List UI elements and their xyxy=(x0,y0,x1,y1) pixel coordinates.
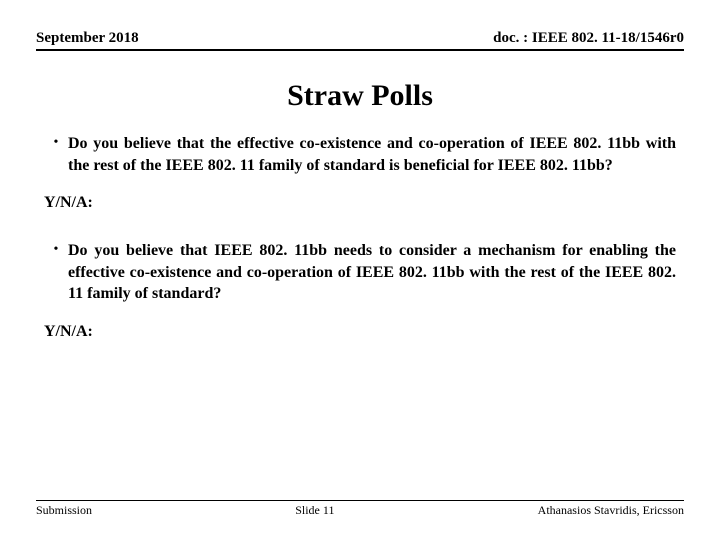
poll-question-1: Do you believe that the effective co-exi… xyxy=(68,133,676,176)
footer: Submission Slide 11 Athanasios Stavridis… xyxy=(36,500,684,518)
poll-question-2: Do you believe that IEEE 802. 11bb needs… xyxy=(68,240,676,305)
bullet-icon: • xyxy=(44,240,68,305)
header-doc-number: doc. : IEEE 802. 11-18/1546r0 xyxy=(493,30,684,47)
content-area: • Do you believe that the effective co-e… xyxy=(36,133,684,341)
bullet-icon: • xyxy=(44,133,68,176)
footer-row: Submission Slide 11 Athanasios Stavridis… xyxy=(36,503,684,518)
footer-rule xyxy=(36,500,684,501)
poll-response-1: Y/N/A: xyxy=(44,194,676,212)
footer-author: Athanasios Stavridis, Ericsson xyxy=(538,503,684,518)
footer-slide-number: Slide 11 xyxy=(295,503,334,518)
poll-item: • Do you believe that IEEE 802. 11bb nee… xyxy=(44,240,676,305)
page-title: Straw Polls xyxy=(36,79,684,113)
poll-response-2: Y/N/A: xyxy=(44,323,676,341)
poll-item: • Do you believe that the effective co-e… xyxy=(44,133,676,176)
footer-left: Submission xyxy=(36,503,92,518)
header-bar: September 2018 doc. : IEEE 802. 11-18/15… xyxy=(36,30,684,51)
header-date: September 2018 xyxy=(36,30,139,47)
